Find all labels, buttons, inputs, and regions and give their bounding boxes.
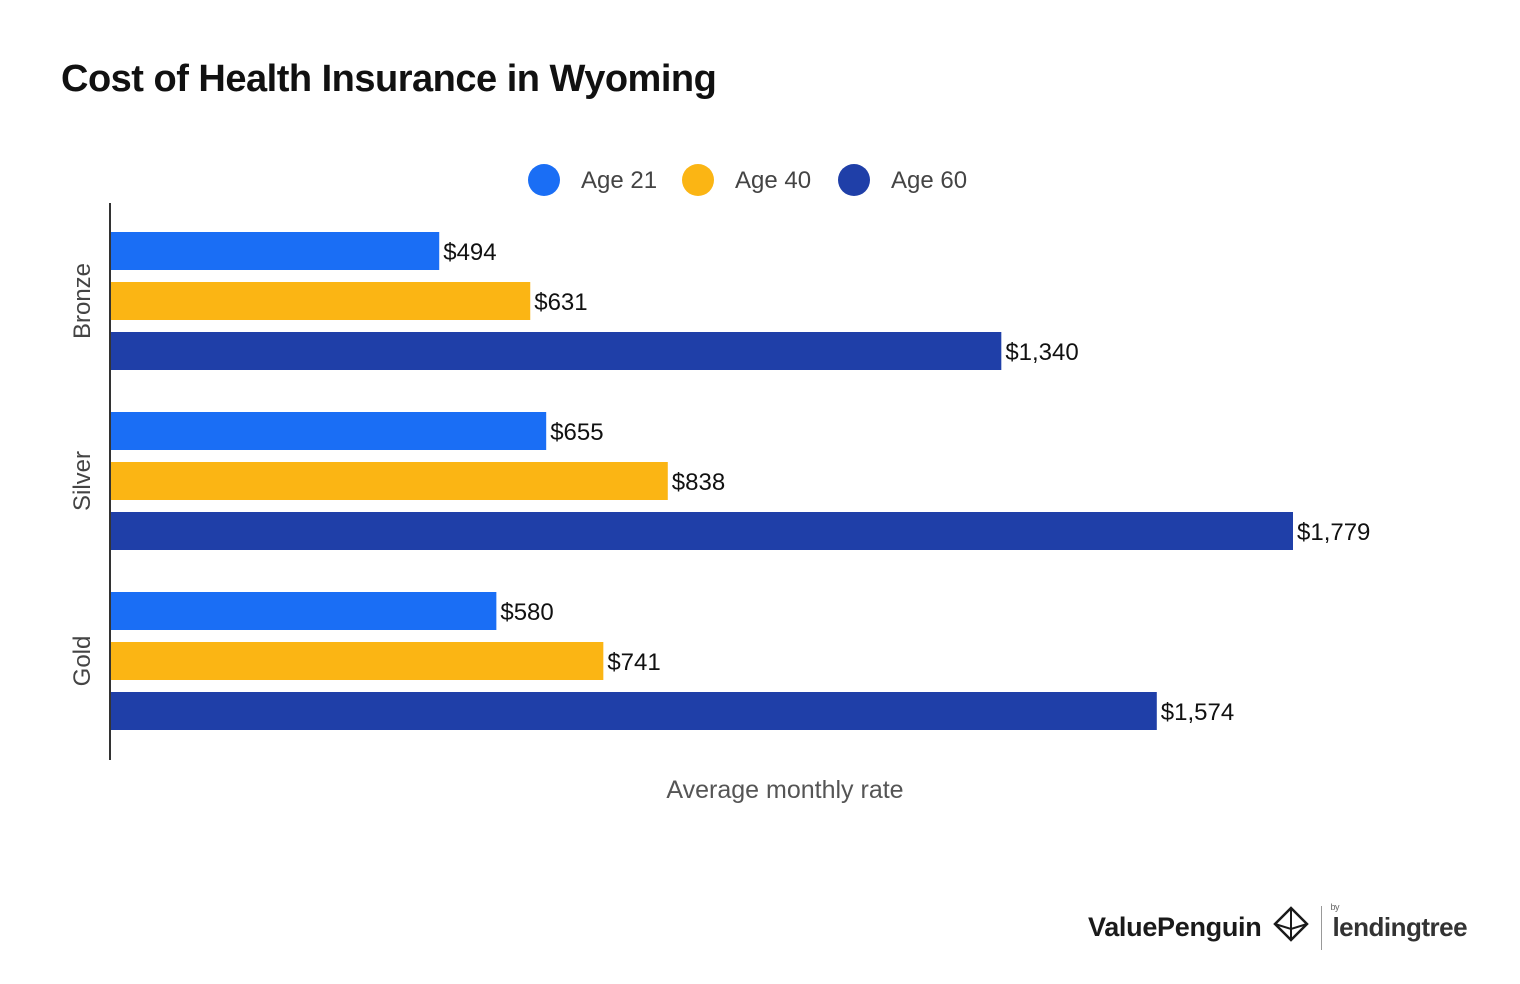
value-label-bronze-age-60: $1,340 xyxy=(1005,339,1078,366)
bar-gold-age-60 xyxy=(111,692,1157,730)
bar-bronze-age-60 xyxy=(111,332,1002,370)
branding: ValuePenguin by lendingtree xyxy=(1088,902,1468,950)
bar-silver-age-40 xyxy=(111,462,668,500)
category-labels: Bronze Silver Gold xyxy=(69,263,96,686)
value-label-gold-age-60: $1,574 xyxy=(1161,699,1234,726)
value-label-gold-age-40: $741 xyxy=(607,649,660,676)
category-label-gold: Gold xyxy=(69,636,96,687)
category-label-silver: Silver xyxy=(69,451,96,511)
bars xyxy=(111,232,1293,730)
value-label-bronze-age-21: $494 xyxy=(443,239,496,266)
category-label-bronze: Bronze xyxy=(69,263,96,339)
bar-gold-age-21 xyxy=(111,592,497,630)
legend-marker-age-21 xyxy=(528,164,560,196)
legend: Age 21 Age 40 Age 60 xyxy=(528,164,967,196)
legend-label-age-21: Age 21 xyxy=(581,167,657,194)
lendingtree-by-label: by xyxy=(1330,902,1339,912)
lendingtree-logo-text: lendingtree xyxy=(1332,912,1468,942)
legend-label-age-40: Age 40 xyxy=(735,167,811,194)
bar-bronze-age-40 xyxy=(111,282,531,320)
legend-marker-age-40 xyxy=(682,164,714,196)
legend-label-age-60: Age 60 xyxy=(891,167,967,194)
value-label-silver-age-21: $655 xyxy=(550,419,603,446)
valuepenguin-logo-text: ValuePenguin xyxy=(1088,912,1262,942)
bar-bronze-age-21 xyxy=(111,232,440,270)
lendingtree-logo: by lendingtree xyxy=(1330,902,1468,943)
x-axis-title: Average monthly rate xyxy=(666,776,903,804)
penguin-diamond-icon xyxy=(1271,905,1311,950)
value-label-gold-age-21: $580 xyxy=(500,599,553,626)
bar-silver-age-21 xyxy=(111,412,547,450)
value-label-silver-age-40: $838 xyxy=(672,469,725,496)
chart-title: Cost of Health Insurance in Wyoming xyxy=(61,58,717,100)
value-label-silver-age-60: $1,779 xyxy=(1297,519,1370,546)
legend-marker-age-60 xyxy=(838,164,870,196)
value-label-bronze-age-40: $631 xyxy=(534,289,587,316)
value-labels: $494 $631 $1,340 $655 $838 $1,779 $580 $741 $1,5… xyxy=(443,239,1370,726)
bar-silver-age-60 xyxy=(111,512,1293,550)
brand-divider xyxy=(1321,905,1323,950)
bar-gold-age-40 xyxy=(111,642,604,680)
